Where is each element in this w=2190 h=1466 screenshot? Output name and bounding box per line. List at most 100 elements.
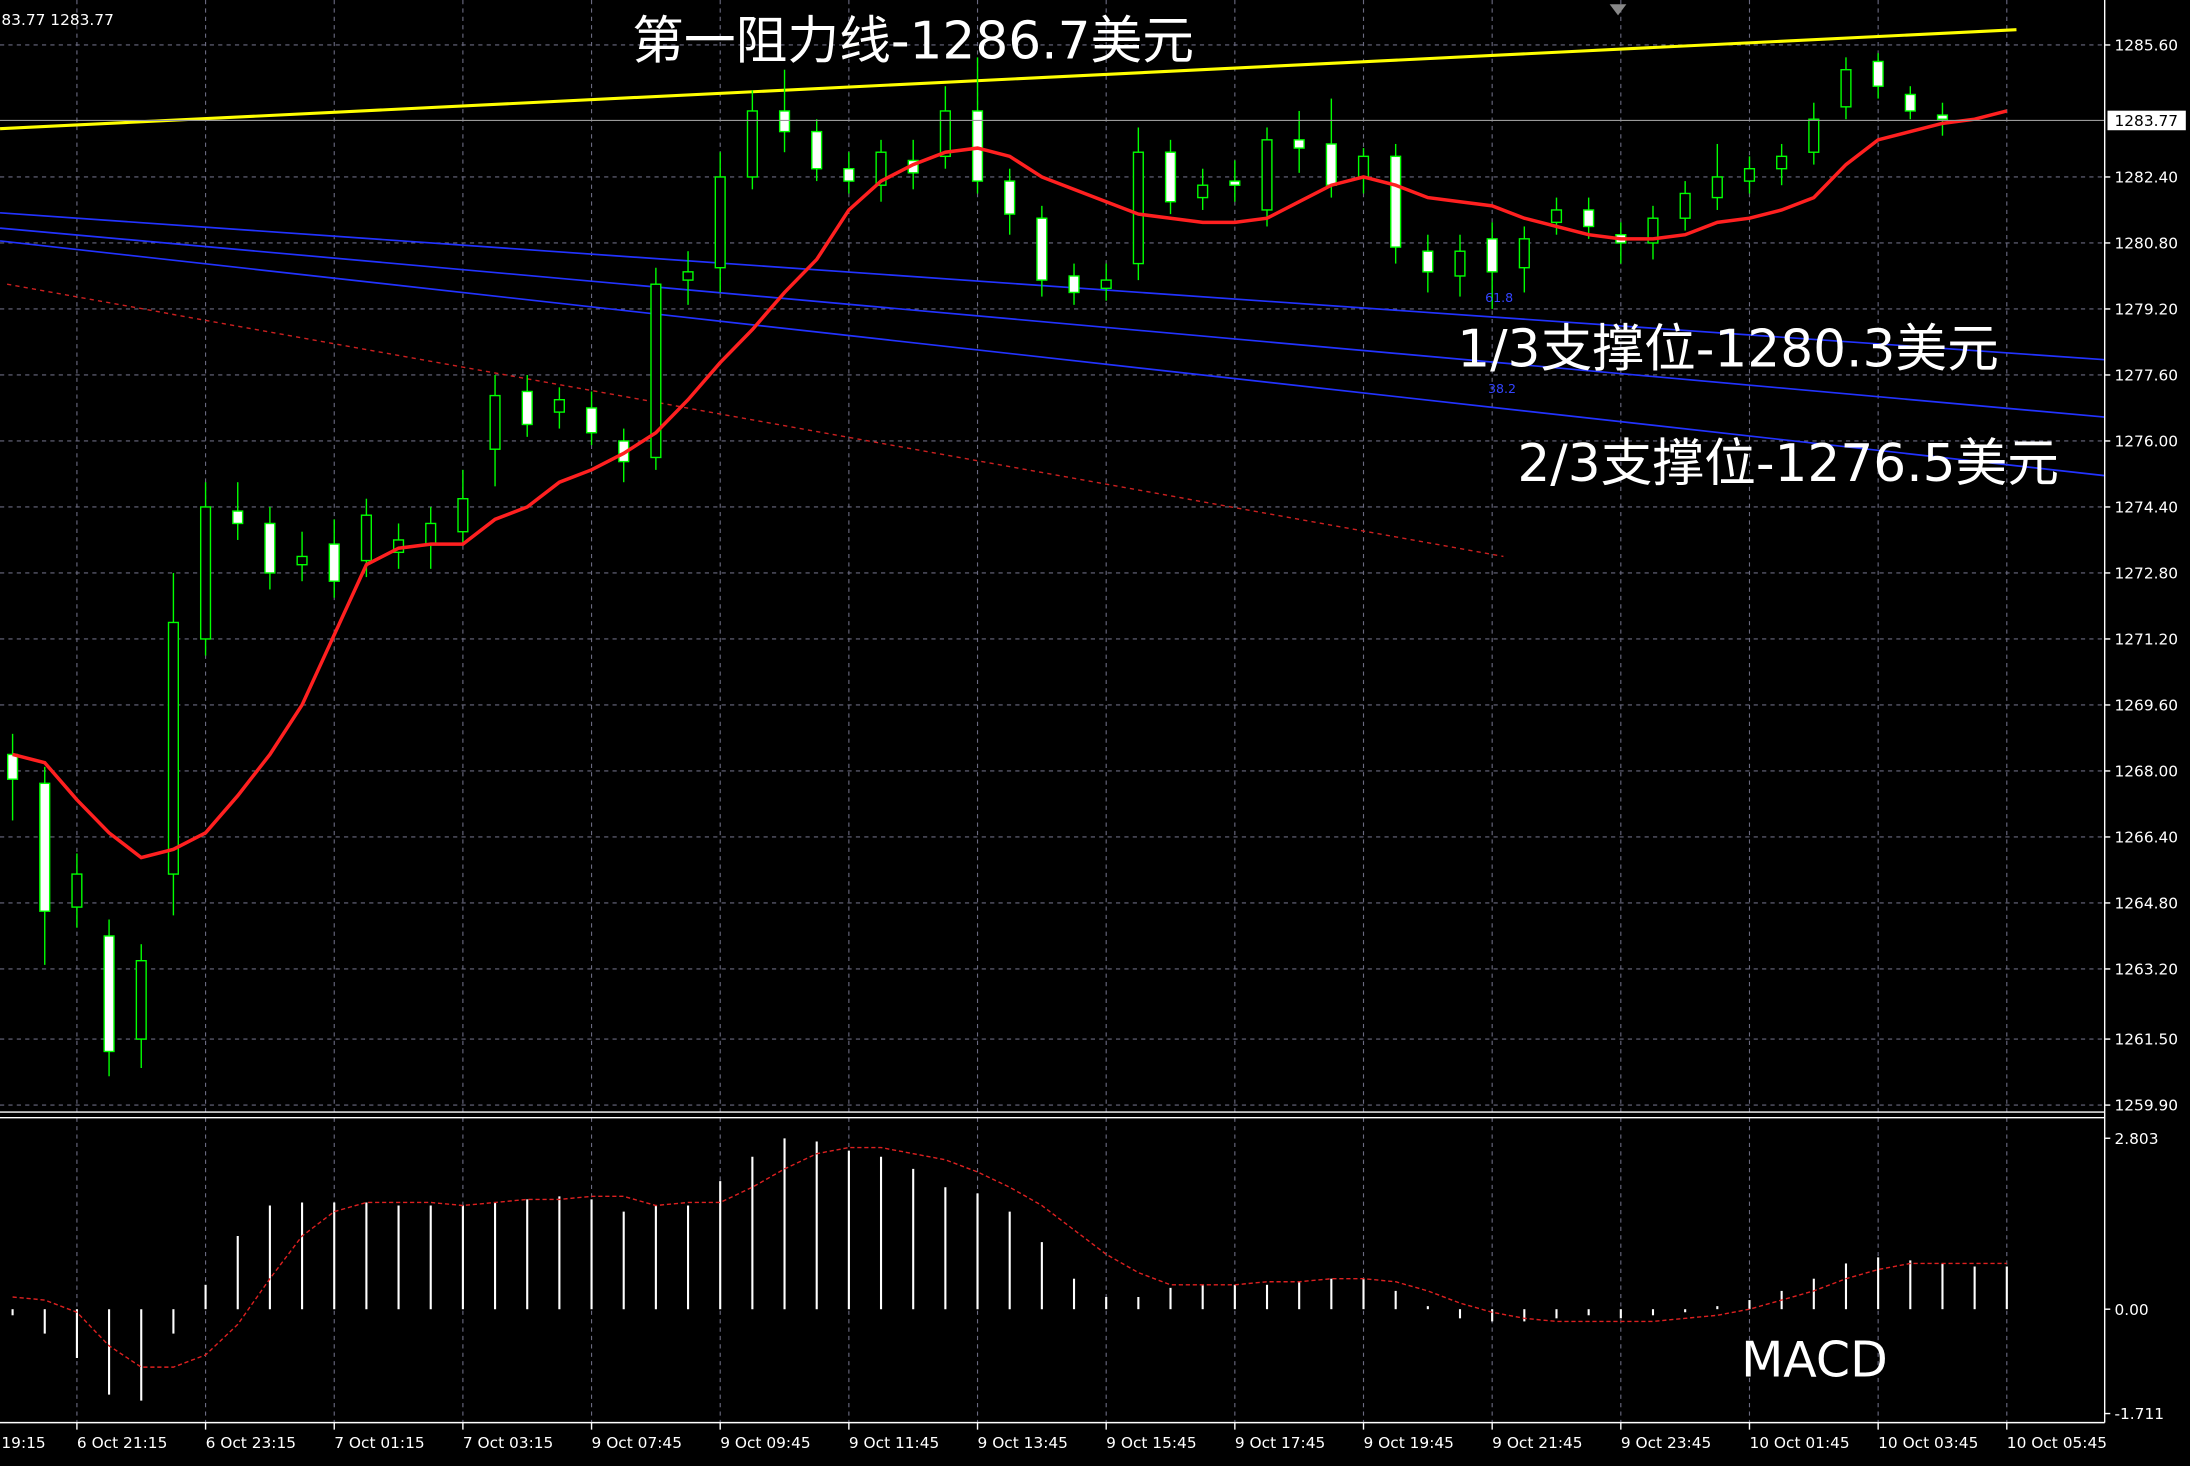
y-tick-label: 1269.60 (2114, 697, 2178, 715)
candle-body (103, 935, 115, 1053)
candle-body (489, 394, 501, 450)
trend-line (0, 227, 2105, 418)
candle-body (1583, 209, 1595, 228)
candle-body (1197, 184, 1209, 199)
texts: 83.77 1283.77 第一阻力线-1286.7美元 1/3支撑位-1280… (1, 11, 2059, 1388)
x-tick-label: 6 Oct 21:15 (77, 1434, 167, 1452)
candle-body (1422, 250, 1434, 273)
x-tick-label: 10 Oct 05:45 (2007, 1434, 2107, 1452)
candle-body (1390, 155, 1402, 248)
candle-body (714, 176, 726, 269)
candle-body (232, 510, 244, 525)
candle-body (296, 555, 308, 566)
candle-body (1454, 250, 1466, 277)
candle-body (135, 960, 147, 1040)
candle-body (457, 498, 469, 533)
candle-body (843, 168, 855, 182)
x-tick-label: 9 Oct 17:45 (1235, 1434, 1325, 1452)
candle-body (939, 110, 951, 158)
price-box (2107, 110, 2186, 131)
candle-body (1261, 139, 1273, 211)
y-tick-label: 0.00 (2114, 1301, 2148, 1319)
macd-plot (11, 1117, 2008, 1423)
candle-body (1936, 114, 1949, 120)
y-tick-label: 1259.90 (2114, 1097, 2178, 1115)
x-tick-label: 9 Oct 15:45 (1106, 1434, 1196, 1452)
candle-body (1518, 238, 1530, 269)
candle-body (521, 390, 533, 426)
fib-label: 61.8 (1485, 290, 1513, 305)
x-tick-label: 19:15 (1, 1434, 45, 1452)
y-tick-label: 1268.00 (2114, 763, 2178, 781)
candle-body (1808, 118, 1820, 153)
candle-body (1164, 151, 1177, 203)
macd-label: MACD (1741, 1331, 1888, 1388)
x-tick-label: 9 Oct 19:45 (1364, 1434, 1454, 1452)
y-tick-label: 1272.80 (2114, 565, 2178, 583)
candle-body (1486, 238, 1498, 273)
x-tick-label: 10 Oct 03:45 (1878, 1434, 1978, 1452)
candle-body (1357, 155, 1370, 178)
candle-body (1872, 60, 1884, 87)
candle-body (682, 271, 694, 281)
candle-body (39, 782, 51, 912)
annotation: 第一阻力线-1286.7美元 (632, 12, 1194, 72)
candle-body (1776, 155, 1788, 170)
annotation: 2/3支撑位-1276.5美元 (1517, 434, 2059, 494)
candle-body (1711, 176, 1723, 199)
top-label: 83.77 1283.77 (1, 11, 113, 29)
y-tick-label: 1261.50 (2114, 1031, 2178, 1049)
candle-body (1293, 139, 1305, 149)
y-tick-label: 1277.60 (2114, 367, 2178, 385)
candle-body (650, 283, 662, 459)
y-tick-label: 1271.20 (2114, 631, 2178, 649)
y-tick-label: 1274.40 (2114, 499, 2178, 517)
annotation: 1/3支撑位-1280.3美元 (1457, 319, 1999, 379)
y-tick-label: 1285.60 (2114, 37, 2178, 55)
candle-body (264, 522, 276, 574)
candle-body (1550, 209, 1563, 224)
x-tick-label: 9 Oct 07:45 (592, 1434, 682, 1452)
x-tick-label: 9 Oct 09:45 (720, 1434, 810, 1452)
candle-body (1647, 217, 1659, 244)
candle-body (778, 110, 791, 133)
candle-body (199, 506, 212, 640)
moving-average (12, 109, 2008, 860)
candle-body (1904, 93, 1916, 112)
candle-body (1036, 217, 1048, 281)
trend-line (0, 240, 2105, 477)
x-tick-label: 9 Oct 11:45 (849, 1434, 939, 1452)
candle-body (1840, 69, 1852, 108)
y-tick-label: 1263.20 (2114, 961, 2178, 979)
y-tick-label: 1276.00 (2114, 433, 2178, 451)
y-tick-label: 1264.80 (2114, 895, 2178, 913)
x-tick-label: 9 Oct 23:45 (1621, 1434, 1711, 1452)
candle-body (1679, 192, 1691, 219)
candle-body (71, 873, 83, 908)
trend-line (0, 212, 2105, 361)
candle-body (553, 399, 565, 413)
fib-label: 38.2 (1488, 381, 1516, 396)
candle-body (167, 621, 180, 875)
candle-body (328, 543, 340, 582)
candle-body (1132, 151, 1144, 265)
y-tick-label: -1.711 (2114, 1405, 2164, 1423)
x-tick-label: 9 Oct 21:45 (1492, 1434, 1582, 1452)
price-label: 1283.77 (2114, 112, 2178, 130)
y-tick-label: 2.803 (2114, 1130, 2158, 1148)
y-tick-label: 1266.40 (2114, 829, 2178, 847)
y-tick-label: 1280.80 (2114, 235, 2178, 253)
candle-body (1100, 279, 1112, 290)
candle-body (360, 514, 372, 562)
candle-body (1229, 180, 1241, 186)
trend-line (0, 28, 2017, 131)
candle-body (811, 130, 823, 170)
candle-body (971, 110, 984, 182)
x-tick-label: 6 Oct 23:15 (206, 1434, 296, 1452)
x-tick-label: 9 Oct 13:45 (978, 1434, 1068, 1452)
y-tick-label: 1279.20 (2114, 301, 2178, 319)
candle-body (1743, 168, 1756, 182)
